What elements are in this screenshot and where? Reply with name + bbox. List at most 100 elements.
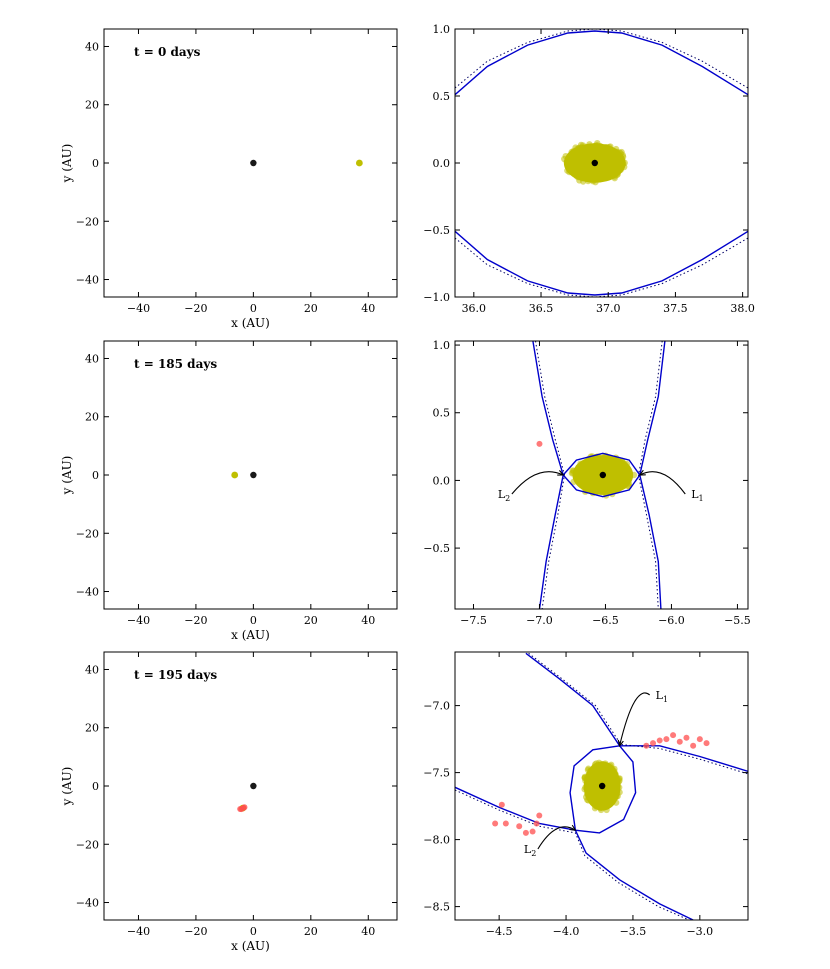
central-body-point [250, 471, 257, 479]
y-tick-label: −40 [76, 274, 99, 287]
x-tick-label: −40 [127, 302, 150, 315]
roche-curve-approx [455, 237, 748, 297]
x-tick-label: 0 [250, 925, 257, 938]
y-tick-label: 0.5 [433, 407, 451, 420]
x-tick-label: −20 [184, 302, 207, 315]
y-tick-label: −8.5 [423, 901, 450, 914]
lagrange-subscript: 2 [531, 849, 536, 858]
roche-curve [525, 652, 748, 772]
x-tick-label: 20 [304, 302, 318, 315]
y-tick-label: 0.0 [433, 157, 451, 170]
escaped-point [643, 742, 650, 749]
x-tick-label: 37.0 [596, 302, 621, 315]
x-tick-label: −40 [127, 614, 150, 627]
x-axis-label: x (AU) [231, 316, 270, 330]
plot-area [455, 29, 748, 297]
panel-overview-t185: −40 −20 0 20 40 −40 −20 0 20 40 x (AU) y (AU) t = 18… [60, 340, 398, 642]
x-tick-label: −3.0 [686, 925, 713, 938]
x-tick-label: 38.0 [730, 302, 755, 315]
y-tick-label: 40 [85, 352, 99, 365]
lagrange-letter: L [656, 689, 664, 702]
y-tick-label: 0 [92, 157, 99, 170]
panel-zoom-t185: −7.5 −7.0 −6.5 −6.0 −5.5−0.50.00.51.0L2 L1 [423, 339, 751, 627]
central-body-point [250, 159, 257, 167]
plot-area [237, 782, 257, 813]
lagrange-letter: L [498, 488, 506, 501]
escaped-point [240, 804, 247, 811]
lagrange-label: L2 [524, 843, 536, 858]
lagrange-arrowhead [569, 824, 577, 831]
x-tick-label: −4.0 [553, 925, 580, 938]
roche-curve [455, 30, 748, 96]
escaped-point [502, 820, 509, 827]
escaped-point [536, 812, 543, 819]
y-tick-label: −20 [76, 215, 99, 228]
roche-curve-approx [455, 789, 690, 920]
cluster-point [355, 159, 363, 167]
x-tick-label: −40 [127, 925, 150, 938]
x-tick-label: 40 [361, 302, 375, 315]
cluster-cloud [561, 139, 628, 186]
lagrange-arrowhead [557, 470, 565, 476]
y-tick-label: −7.0 [423, 700, 450, 713]
escaped-point [670, 732, 677, 739]
lagrange-letter: L [691, 488, 699, 501]
escaped-point [683, 734, 690, 741]
y-axis-label: y (AU) [60, 144, 74, 184]
y-tick-label: 20 [85, 411, 99, 424]
y-tick-label: 40 [85, 40, 99, 53]
escaped-point [536, 440, 543, 447]
x-tick-label: −7.5 [460, 614, 487, 627]
time-annotation: t = 195 days [134, 668, 217, 682]
roche-curve-approx [535, 341, 566, 609]
x-tick-label: −20 [184, 614, 207, 627]
roche-curve [569, 745, 637, 834]
x-tick-label: 37.5 [663, 302, 688, 315]
panel-zoom-t0: 36.0 36.5 37.0 37.5 38.0 −1.0 −0.5 0.0 0.5 1.0 [423, 23, 755, 315]
y-tick-label: 1.0 [433, 23, 451, 36]
x-tick-label: −3.5 [620, 925, 647, 938]
roche-curve-approx [455, 29, 748, 89]
x-tick-label: −20 [184, 925, 207, 938]
lagrange-arrow [511, 471, 564, 495]
escaped-point [650, 740, 657, 747]
cluster-center-point [591, 159, 598, 167]
roche-curve [455, 786, 694, 920]
escaped-point [663, 736, 670, 743]
plot-area [250, 159, 363, 167]
central-body-point [250, 782, 257, 790]
y-tick-label: −8.0 [423, 834, 450, 847]
panel-overview-t0: −40 −20 0 20 40 −40 −20 0 20 40 x (AU) y (AU) t = 0 … [60, 28, 398, 330]
y-axis-label: y (AU) [60, 767, 74, 807]
cluster-cloud [568, 452, 638, 499]
x-tick-label: −6.0 [658, 614, 685, 627]
x-tick-label: −4.5 [486, 925, 513, 938]
escaped-point [696, 736, 703, 743]
y-tick-label: 0.0 [433, 474, 451, 487]
y-tick-label: −7.5 [423, 767, 450, 780]
roche-curve-approx [637, 341, 663, 609]
escaped-point [529, 828, 536, 835]
x-tick-label: 36.0 [462, 302, 487, 315]
y-tick-label: −0.5 [423, 224, 450, 237]
y-tick-label: −20 [76, 838, 99, 851]
lagrange-subscript: 2 [505, 494, 510, 503]
lagrange-arrow [537, 826, 576, 850]
panel-overview-t195: −40 −20 0 20 40 −40 −20 0 20 40 x (AU) y (AU) t = 19… [60, 651, 398, 953]
x-tick-label: 0 [250, 614, 257, 627]
cluster-point [231, 471, 239, 479]
x-tick-label: 0 [250, 302, 257, 315]
lagrange-letter: L [524, 843, 532, 856]
plot-area [455, 652, 748, 920]
escaped-point [498, 801, 505, 808]
x-tick-label: −6.5 [592, 614, 619, 627]
lagrange-subscript: 1 [699, 494, 704, 503]
plot-area [231, 471, 257, 479]
y-tick-label: −1.0 [423, 291, 450, 304]
plot-area [532, 341, 666, 609]
x-tick-label: 36.5 [529, 302, 554, 315]
x-axis-label: x (AU) [231, 628, 270, 642]
escaped-point [703, 740, 710, 747]
